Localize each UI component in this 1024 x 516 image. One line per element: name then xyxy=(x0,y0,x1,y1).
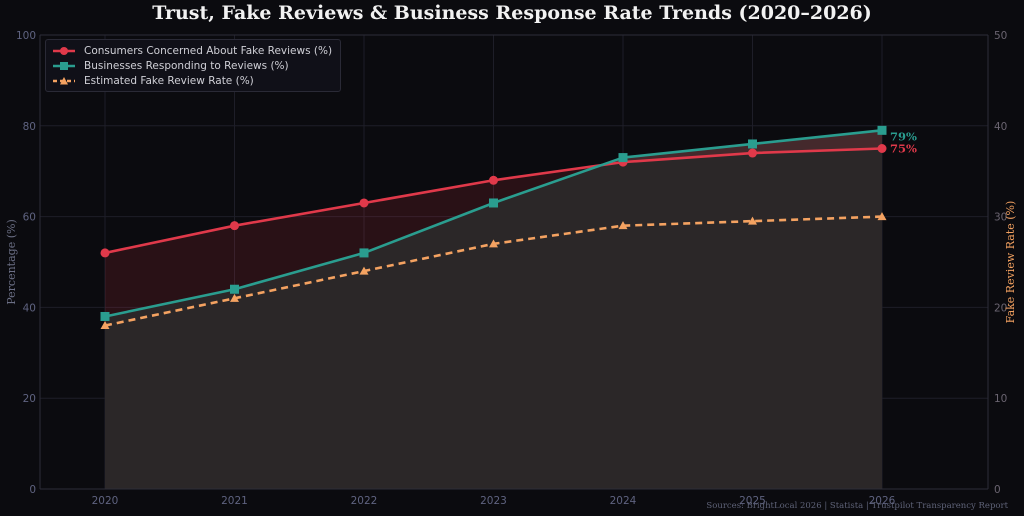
y2-tick-label: 40 xyxy=(994,121,1007,133)
y-tick-label: 60 xyxy=(23,212,36,224)
series-2-point xyxy=(489,239,498,248)
y2-axis-label: Fake Review Rate (%) xyxy=(1004,201,1017,324)
series-2-point xyxy=(359,266,369,275)
label-layer: 75%79% xyxy=(890,129,917,155)
y-tick-label: 0 xyxy=(29,484,36,496)
chart-title: Trust, Fake Reviews & Business Response … xyxy=(152,2,872,24)
series-2-point xyxy=(748,216,757,225)
legend-label: Businesses Responding to Reviews (%) xyxy=(84,59,289,72)
x-tick-label: 2023 xyxy=(480,495,507,507)
legend-item: Consumers Concerned About Fake Reviews (… xyxy=(52,43,332,58)
marker-layer xyxy=(100,125,887,330)
series-1-point xyxy=(618,153,628,163)
y2-tick-label: 10 xyxy=(994,393,1007,405)
legend-item: Businesses Responding to Reviews (%) xyxy=(52,58,332,73)
series-1-point xyxy=(100,311,110,321)
end-value-label: 79% xyxy=(890,129,917,143)
series-1-point xyxy=(359,248,369,258)
axes-layer: 0 20 40 60 80 100 0 10 20 30 40 50 2020 2021 2022 2023 2… xyxy=(5,30,1017,507)
x-tick-label: 2024 xyxy=(610,495,637,507)
x-tick-label: 2021 xyxy=(221,495,248,507)
series-2-point xyxy=(230,293,239,302)
series-0-point xyxy=(100,248,110,258)
x-tick-label: 2022 xyxy=(351,495,378,507)
y-tick-label: 20 xyxy=(23,393,36,405)
legend-swatch xyxy=(53,61,75,70)
legend-swatch xyxy=(53,46,75,55)
y2-tick-label: 50 xyxy=(994,30,1007,42)
source-note: Sources: BrightLocal 2026 | Statista | T… xyxy=(706,501,1008,511)
legend-swatch xyxy=(53,76,75,84)
series-0-point xyxy=(359,198,369,208)
x-tick-label: 2026 xyxy=(869,495,896,507)
x-tick-label: 2025 xyxy=(739,495,766,507)
legend-label: Estimated Fake Review Rate (%) xyxy=(84,74,254,87)
series-0-point xyxy=(489,175,498,185)
response-area-fill xyxy=(105,130,882,489)
series-1-point xyxy=(748,139,757,149)
series-1-point xyxy=(230,284,239,294)
y-tick-label: 100 xyxy=(16,30,36,42)
end-value-label: 75% xyxy=(890,142,917,156)
series-2-point xyxy=(100,321,110,330)
y2-tick-label: 0 xyxy=(994,484,1001,496)
series-1-point xyxy=(877,125,887,135)
series-0-point xyxy=(877,144,887,153)
x-tick-label: 2020 xyxy=(92,495,119,507)
y2-tick-label: 30 xyxy=(994,212,1007,224)
series-0-point xyxy=(748,148,757,158)
chart-legend: Consumers Concerned About Fake Reviews (… xyxy=(45,39,342,92)
series-2-point xyxy=(877,212,887,221)
y-tick-label: 40 xyxy=(23,302,36,314)
y2-tick-label: 20 xyxy=(994,302,1007,314)
legend-label: Consumers Concerned About Fake Reviews (… xyxy=(84,44,333,57)
series-2-point xyxy=(618,221,628,230)
y-axis-label: Percentage (%) xyxy=(5,219,18,305)
legend-item: Estimated Fake Review Rate (%) xyxy=(52,73,332,88)
series-0-point xyxy=(230,221,239,231)
y-tick-label: 80 xyxy=(23,121,36,133)
series-1-point xyxy=(489,198,498,208)
